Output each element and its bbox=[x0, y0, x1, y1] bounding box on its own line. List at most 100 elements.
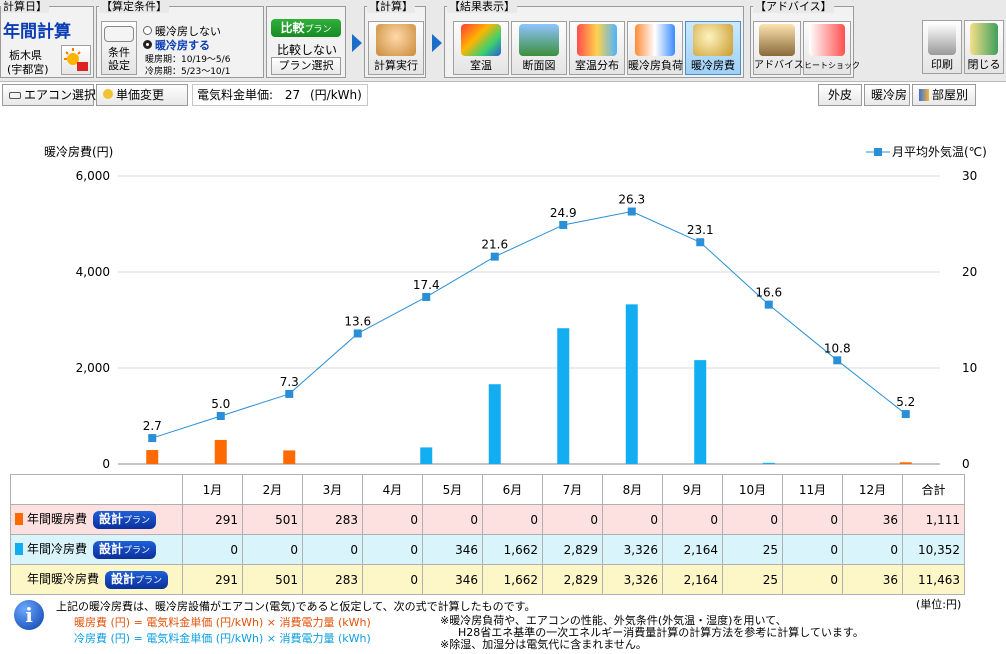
compare-plan-sub: プラン bbox=[304, 25, 332, 35]
legend-label: 月平均外気温(℃) bbox=[892, 144, 987, 159]
table-cell: 0 bbox=[662, 504, 723, 535]
temp-distribution-button[interactable]: 室温分布 bbox=[569, 21, 625, 75]
table-cell: 2,829 bbox=[542, 534, 603, 565]
cost-chart-svg: 暖冷房費(円) 月平均外気温(℃) 0 2,000 4,000 6,000 0 10 20 30 2… bbox=[44, 144, 987, 471]
print-label: 印刷 bbox=[931, 58, 953, 71]
aircon-small-icon bbox=[9, 92, 21, 99]
no-hvac-label: 暖冷房しない bbox=[155, 25, 221, 38]
yen-calculator-icon bbox=[693, 24, 733, 56]
prefecture-label: 栃木県 bbox=[9, 49, 42, 62]
table-corner bbox=[10, 474, 183, 505]
aircon-select-button[interactable]: エアコン選択 bbox=[2, 84, 96, 106]
hvac-load-label: 暖冷房負荷 bbox=[628, 59, 683, 72]
table-cell: 2,829 bbox=[542, 564, 603, 595]
table-cell: 0 bbox=[602, 504, 663, 535]
unit-price-value: 27 bbox=[284, 88, 301, 102]
temperature-point bbox=[422, 292, 431, 301]
table-cell: 11,463 bbox=[902, 564, 965, 595]
annual-calc-title: 年間計算 bbox=[3, 22, 71, 42]
temperature-label: 13.6 bbox=[344, 314, 371, 328]
table-header-row: 1月 2月 3月 4月 5月 6月 7月 8月 9月 10月 11月 12月 合計 bbox=[10, 474, 965, 505]
tab-envelope[interactable]: 外皮 bbox=[818, 84, 862, 106]
design-plan-button[interactable]: 設計プラン bbox=[105, 571, 169, 589]
cross-section-icon bbox=[519, 24, 559, 56]
run-calc-button[interactable]: 計算実行 bbox=[368, 21, 424, 75]
y-axis-label: 暖冷房費(円) bbox=[44, 144, 113, 159]
calc-day-group: 計算日】 年間計算 栃木県 (宇都宮) bbox=[0, 1, 94, 78]
table-cell: 36 bbox=[842, 504, 903, 535]
room-icon bbox=[919, 89, 929, 101]
temperature-point bbox=[148, 434, 157, 443]
condition-setting-button[interactable]: 条件設定 bbox=[101, 21, 137, 75]
hvac-load-button[interactable]: 暖冷房負荷 bbox=[627, 21, 683, 75]
close-button[interactable]: 閉じる bbox=[964, 20, 1004, 74]
table-col-header: 3月 bbox=[302, 474, 363, 505]
unit-price-box: 電気料金単価: 27 (円/kWh) bbox=[192, 84, 368, 106]
table-cell: 0 bbox=[782, 564, 843, 595]
radio-on-icon bbox=[143, 40, 152, 49]
printer-icon bbox=[928, 23, 956, 55]
table-col-header: 7月 bbox=[542, 474, 603, 505]
temperature-point bbox=[696, 238, 705, 247]
heat-formula: 暖房費 (円) = 電気料金単価 (円/kWh) × 消費電力量 (kWh) bbox=[74, 616, 371, 629]
condition-setting-label: 条件設定 bbox=[108, 46, 130, 72]
temperature-label: 23.1 bbox=[687, 223, 714, 237]
city-label: (宇都宮) bbox=[7, 63, 49, 76]
footnote-text: 上記の暖冷房費は、暖冷房設備がエアコン(電気)であると仮定して、次の式で計算した… bbox=[56, 600, 536, 613]
temperature-label: 10.8 bbox=[824, 341, 851, 355]
tab-by-room[interactable]: 部屋別 bbox=[912, 84, 976, 106]
table-cell: 10,352 bbox=[902, 534, 965, 565]
table-col-header: 1月 bbox=[182, 474, 243, 505]
plan-select-button[interactable]: プラン選択 bbox=[271, 57, 341, 75]
cooling-bar bbox=[762, 462, 775, 464]
hvac-radio[interactable]: 暖冷房する bbox=[143, 37, 210, 53]
cool-period-text: 冷房期：5/23〜10/1 bbox=[145, 67, 231, 77]
cooling-bar bbox=[420, 447, 433, 464]
design-plan-button[interactable]: 設計プラン bbox=[93, 541, 157, 559]
compare-plan-button[interactable]: 比較プラン bbox=[271, 19, 341, 37]
advice-button[interactable]: アドバイス bbox=[753, 21, 804, 75]
arrow-right-icon bbox=[432, 34, 442, 52]
exit-door-icon bbox=[970, 23, 998, 55]
radio-off-icon bbox=[143, 26, 152, 35]
weather-sun-icon[interactable] bbox=[61, 45, 91, 75]
table-cell: 3,326 bbox=[602, 564, 663, 595]
table-cell: 2,164 bbox=[662, 564, 723, 595]
heating-bar bbox=[283, 450, 296, 464]
cooling-bar bbox=[557, 328, 570, 464]
cooling-bar bbox=[488, 384, 501, 464]
y2-tick-label: 30 bbox=[962, 169, 977, 183]
room-temp-button[interactable]: 室温 bbox=[453, 21, 509, 75]
design-plan-main: 設計 bbox=[111, 572, 136, 586]
design-plan-button[interactable]: 設計プラン bbox=[93, 511, 157, 529]
tab-hvac[interactable]: 暖冷房 bbox=[864, 84, 910, 106]
table-cell: 0 bbox=[182, 534, 243, 565]
table-cell: 25 bbox=[722, 534, 783, 565]
temp-distribution-label: 室温分布 bbox=[575, 59, 619, 72]
hvac-cost-button[interactable]: 暖冷房費 bbox=[685, 21, 741, 75]
heating-bar bbox=[214, 439, 227, 464]
no-hvac-radio[interactable]: 暖冷房しない bbox=[143, 23, 221, 39]
temperature-label: 21.6 bbox=[481, 238, 508, 252]
table-cell: 501 bbox=[242, 504, 303, 535]
cross-section-button[interactable]: 断面図 bbox=[511, 21, 567, 75]
tab-by-room-label: 部屋別 bbox=[932, 88, 969, 102]
temperature-point bbox=[901, 410, 910, 419]
table-cell: 3,326 bbox=[602, 534, 663, 565]
calculator-person-icon bbox=[376, 24, 416, 56]
temperature-point bbox=[627, 207, 636, 216]
table-cell: 283 bbox=[302, 564, 363, 595]
aircon-icon bbox=[104, 26, 134, 42]
table-cell: 0 bbox=[542, 504, 603, 535]
price-change-button[interactable]: 単価変更 bbox=[96, 84, 188, 106]
table-cell: 0 bbox=[842, 534, 903, 565]
temperature-label: 7.3 bbox=[280, 375, 299, 389]
heat-shock-button[interactable]: ヒートショック bbox=[803, 21, 860, 75]
cool-formula: 冷房費 (円) = 電気料金単価 (円/kWh) × 消費電力量 (kWh) bbox=[74, 632, 371, 645]
heating-bar bbox=[146, 450, 159, 464]
footnote-note1: ※暖冷房負荷や、エアコンの性能、外気条件(外気温・湿度)を用いて、 bbox=[440, 614, 787, 627]
cross-section-label: 断面図 bbox=[522, 59, 556, 72]
top-toolbar: 計算日】 年間計算 栃木県 (宇都宮) 【算定条件】 条件設定 暖冷房しない 暖… bbox=[0, 0, 1006, 82]
print-button[interactable]: 印刷 bbox=[922, 20, 962, 74]
cooling-bar bbox=[625, 304, 638, 464]
